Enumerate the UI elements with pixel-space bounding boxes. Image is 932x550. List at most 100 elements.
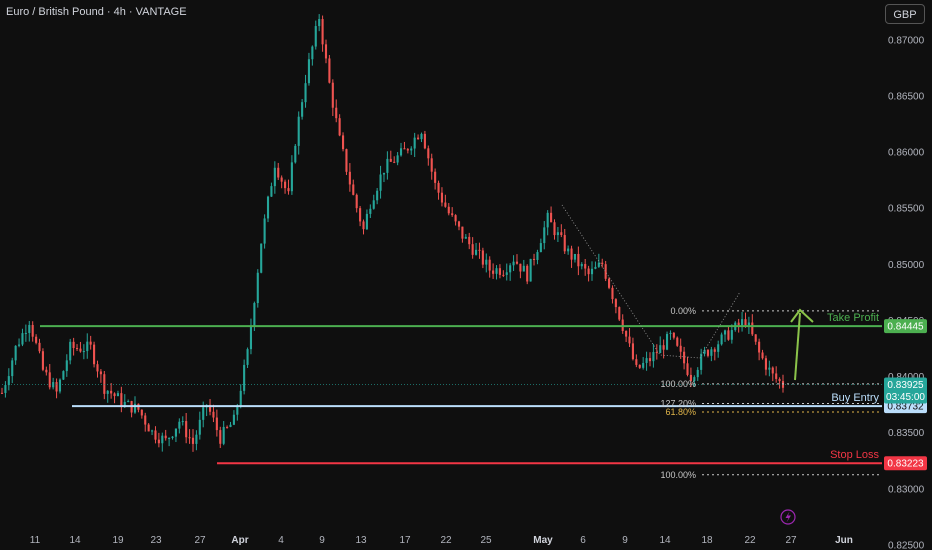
candle: [352, 179, 355, 196]
candle-body: [65, 360, 68, 372]
candle-body: [99, 371, 102, 375]
candle: [662, 339, 665, 359]
y-tick-label: 0.83500: [888, 428, 925, 439]
candle-body: [652, 352, 655, 362]
candle: [546, 210, 549, 236]
candle: [301, 98, 304, 120]
candle-body: [55, 382, 58, 392]
currency-button[interactable]: GBP: [885, 4, 925, 24]
candle: [75, 344, 79, 351]
candle: [502, 270, 505, 278]
candle: [62, 370, 65, 381]
projection-arrow-shaft: [794, 312, 801, 381]
candle-body: [331, 82, 334, 108]
candle: [481, 247, 484, 269]
candle-body: [567, 248, 570, 252]
candle: [519, 263, 522, 279]
candle-body: [266, 196, 270, 219]
candle: [686, 356, 689, 377]
candle-body: [550, 212, 553, 223]
candle: [604, 260, 607, 282]
candle-body: [328, 58, 331, 83]
candle-body: [761, 352, 764, 359]
candle-body: [89, 341, 92, 345]
x-tick-label: 13: [355, 535, 367, 546]
candle: [45, 366, 48, 376]
candle: [195, 430, 198, 451]
candle: [754, 334, 757, 345]
candle-body: [727, 330, 730, 340]
candle: [628, 328, 631, 347]
candle-body: [171, 436, 174, 438]
candle-body: [239, 390, 242, 406]
candle-body: [41, 351, 44, 370]
candle-body: [110, 390, 113, 394]
candle: [191, 429, 195, 452]
candle: [273, 161, 276, 194]
y-tick-label: 0.85500: [888, 204, 925, 215]
candle: [652, 343, 655, 368]
candle-body: [430, 158, 433, 172]
candle: [618, 306, 621, 322]
candle: [212, 404, 215, 423]
candle-body: [505, 272, 508, 275]
candle: [730, 324, 733, 344]
candle-body: [635, 359, 638, 365]
candle-body: [608, 278, 611, 288]
candle: [689, 367, 692, 387]
candle-body: [594, 266, 597, 269]
fib-layer: 0.00% 100.00% 127.20%61.80% 100.00%: [561, 204, 882, 480]
candle-body: [536, 252, 539, 260]
candle: [133, 396, 137, 414]
candle-body: [515, 261, 519, 264]
x-tick-label: May: [533, 535, 553, 546]
candle-body: [345, 149, 348, 172]
candle-body: [747, 322, 750, 326]
candle: [256, 269, 259, 308]
candle-body: [294, 145, 297, 163]
candle-body: [318, 19, 321, 27]
time-axis: 11 14 19 23 27 Apr 4 9 13 17 22 25 May 6 9 14 18 22 27 Jun: [30, 535, 853, 546]
candle: [713, 347, 716, 361]
candle-body: [28, 325, 31, 333]
candle: [14, 345, 17, 365]
candle-body: [341, 135, 345, 150]
candle-body: [82, 351, 85, 353]
candle-body: [560, 232, 563, 236]
fib-swing-line: [561, 204, 741, 359]
candle-body: [488, 259, 491, 271]
candle: [771, 366, 774, 382]
candle: [723, 329, 727, 342]
candle-body: [451, 213, 454, 216]
lightning-icon[interactable]: [780, 509, 796, 525]
candle-body: [543, 227, 546, 244]
candle-body: [744, 319, 747, 326]
candle-body: [123, 401, 126, 406]
candle-body: [396, 155, 399, 163]
candle-body: [522, 265, 525, 272]
candle-body: [161, 435, 164, 444]
candle: [58, 378, 62, 394]
candle: [461, 226, 464, 243]
candle-body: [526, 265, 529, 282]
candle-body: [389, 158, 392, 162]
candle: [420, 132, 423, 143]
candle-body: [382, 172, 386, 175]
candle: [778, 377, 781, 389]
candle: [137, 403, 140, 413]
candle: [362, 219, 365, 235]
candle-body: [21, 333, 24, 345]
candle-body: [144, 415, 147, 425]
candle: [451, 207, 454, 217]
candle: [515, 254, 519, 265]
candle-body: [178, 421, 181, 429]
candle: [284, 179, 287, 194]
candle-body: [277, 167, 280, 178]
candle: [625, 330, 628, 343]
x-tick-label: 27: [785, 535, 797, 546]
candle: [304, 74, 307, 108]
candle: [621, 314, 624, 334]
candle-body: [355, 194, 358, 209]
candle-body: [440, 192, 444, 203]
